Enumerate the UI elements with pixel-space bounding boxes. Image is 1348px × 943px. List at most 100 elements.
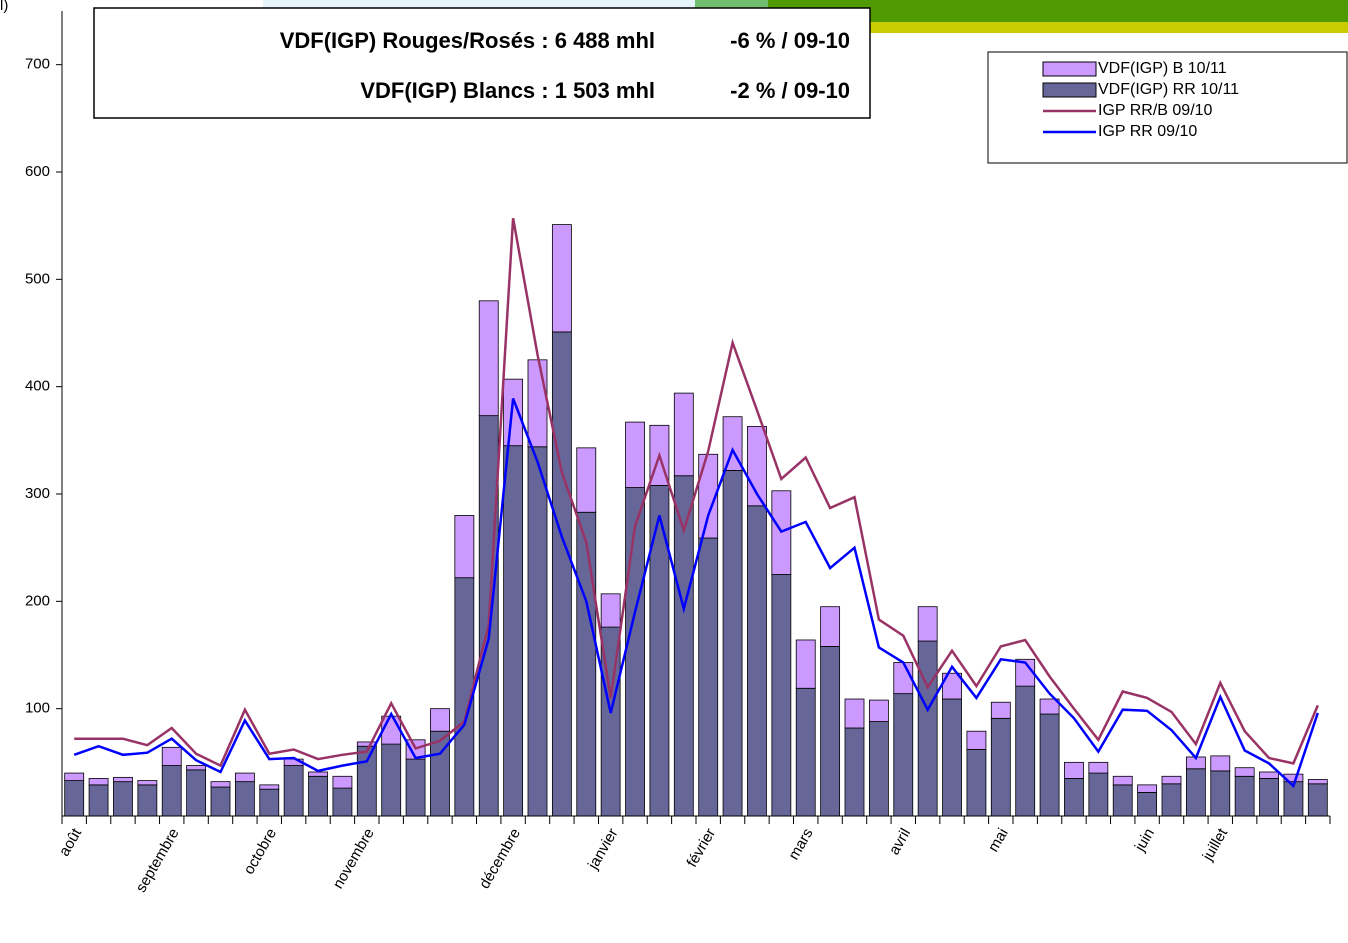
bar-segment xyxy=(161,746,182,766)
x-tick-label: mars xyxy=(785,825,816,862)
bar-segment xyxy=(722,469,743,817)
bar-segment xyxy=(1112,775,1133,786)
y-tick-label: 500 xyxy=(25,270,50,287)
legend-label: VDF(IGP) RR 10/11 xyxy=(1098,81,1239,98)
bar-segment xyxy=(1015,685,1036,817)
bar-segment xyxy=(88,784,109,817)
bar-segment xyxy=(551,331,572,817)
x-tick-label: décembre xyxy=(476,825,524,891)
bar-segment xyxy=(942,698,962,817)
bar-segment xyxy=(210,781,231,788)
bar-segment xyxy=(576,511,597,817)
bar-segment xyxy=(795,687,816,817)
bar-segment xyxy=(113,781,133,817)
bar-segment xyxy=(259,784,280,790)
bar-segment xyxy=(64,772,85,781)
legend-label: IGP RR 09/10 xyxy=(1098,123,1197,140)
bar-segment xyxy=(381,743,402,817)
bar-segment xyxy=(868,721,889,817)
bar-segment xyxy=(966,730,987,750)
bar-segment xyxy=(503,378,524,447)
summary-box xyxy=(93,7,871,119)
x-tick-label: septembre xyxy=(132,825,182,895)
bar-segment xyxy=(1112,784,1133,817)
bar-segment xyxy=(381,715,402,745)
summary-text: -2 % / 09-10 xyxy=(730,78,850,103)
bar-segment xyxy=(551,224,572,333)
bar-segment xyxy=(1307,783,1328,817)
bar-segment xyxy=(356,741,377,747)
x-tick-label: juin xyxy=(1131,825,1158,855)
y-tick-label: 400 xyxy=(25,378,50,395)
bar-segment xyxy=(64,780,85,817)
bar-segment xyxy=(1064,778,1084,817)
bar-segment xyxy=(186,769,207,817)
y-tick-label: 100 xyxy=(25,700,50,717)
x-tick-label: novembre xyxy=(330,825,378,891)
decor-band xyxy=(768,22,1348,33)
bar-segment xyxy=(137,780,158,786)
bar-segment xyxy=(1185,768,1206,817)
y-tick-label: 600 xyxy=(25,163,50,180)
bar-segment xyxy=(503,445,524,817)
y-tick-label: 700 xyxy=(25,56,50,73)
decor-band xyxy=(263,0,695,9)
bar-segment xyxy=(1210,755,1231,772)
bar-segment xyxy=(1039,698,1060,715)
bar-segment xyxy=(113,776,133,783)
bar-segment xyxy=(1259,778,1279,817)
bar-segment xyxy=(527,446,548,817)
bar-segment xyxy=(1137,784,1158,793)
bar-segment xyxy=(747,505,767,817)
bar-segment xyxy=(1234,767,1255,777)
bar-segment xyxy=(1137,791,1158,817)
bar-segment xyxy=(698,537,719,817)
bar-segment xyxy=(430,708,450,732)
bar-segment xyxy=(820,606,841,647)
bar-segment xyxy=(308,775,328,817)
bar-segment xyxy=(454,515,475,579)
legend-label: VDF(IGP) B 10/11 xyxy=(1098,60,1227,77)
bar-segment xyxy=(893,662,914,695)
x-tick-label: mai xyxy=(985,825,1012,854)
y-tick-label: 300 xyxy=(25,485,50,502)
bar-segment xyxy=(234,772,255,783)
bar-segment xyxy=(966,749,987,817)
bar-segment xyxy=(332,775,353,789)
bar-segment xyxy=(1088,761,1109,774)
x-tick-label: février xyxy=(684,825,720,870)
bar-segment xyxy=(527,359,548,448)
decor-band xyxy=(768,0,1348,22)
bar-segment xyxy=(186,765,207,771)
bar-segment xyxy=(1259,771,1279,779)
bar-segment xyxy=(283,765,304,817)
bar-segment xyxy=(1161,783,1182,817)
summary-text: VDF(IGP) Blancs : 1 503 mhl xyxy=(360,78,655,103)
bar-segment xyxy=(917,606,938,642)
bar-segment xyxy=(161,765,182,817)
bar-segment xyxy=(405,758,426,817)
bar-segment xyxy=(308,771,328,777)
bar-segment xyxy=(771,574,792,817)
plot: 100 200 300 400 500 600 700 août septembre octobr… xyxy=(25,11,1331,895)
axis-unit: l) xyxy=(0,0,8,14)
bar-segment xyxy=(356,745,377,817)
x-tick-label: juillet xyxy=(1199,825,1232,865)
bar-segment xyxy=(990,717,1011,817)
bar-segment xyxy=(600,593,621,628)
line-series xyxy=(73,398,1319,789)
bar-segment xyxy=(893,693,914,817)
summary-text: VDF(IGP) Rouges/Rosés : 6 488 mhl xyxy=(280,28,655,53)
bar-segment xyxy=(625,487,645,817)
bar-segment xyxy=(234,781,255,817)
bar-segment xyxy=(210,786,231,817)
bar-segment xyxy=(1210,770,1231,817)
legend-label: IGP RR/B 09/10 xyxy=(1098,102,1213,119)
line-series xyxy=(74,217,1319,768)
bar-segment xyxy=(478,300,499,417)
bar-segment xyxy=(1064,761,1084,779)
bar-segment xyxy=(820,646,841,817)
bar-segment xyxy=(673,392,694,477)
bar-segment xyxy=(1088,772,1109,817)
